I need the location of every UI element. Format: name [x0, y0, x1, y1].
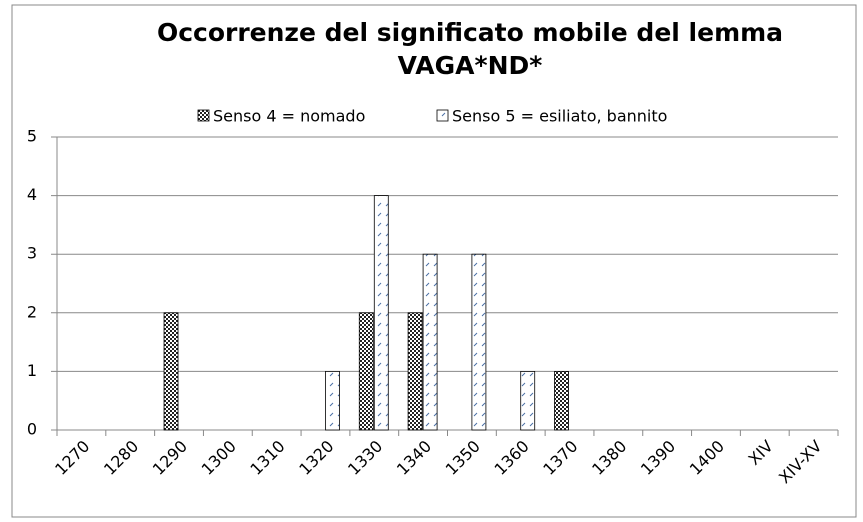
- x-tick-label: XIV-XV: [775, 437, 826, 488]
- frame: [11, 4, 857, 518]
- legend-swatch: [197, 109, 210, 122]
- y-tick-label: 5: [27, 127, 37, 146]
- chart-title: Occorrenze del significato mobile del le…: [156, 18, 784, 80]
- x-tick-label: 1270: [51, 437, 93, 479]
- x-tick-label: 1390: [637, 437, 679, 479]
- bar: [358, 312, 374, 431]
- x-tick-label: 1360: [491, 437, 533, 479]
- x-tick-label: 1290: [149, 437, 191, 479]
- bar: [373, 195, 389, 431]
- x-tick-label: 1320: [295, 437, 337, 479]
- legend-label: Senso 5 = esiliato, bannito: [452, 107, 667, 126]
- bar: [325, 370, 340, 431]
- legend-label: Senso 4 = nomado: [213, 107, 365, 126]
- x-tick-label: 1300: [198, 437, 240, 479]
- bar: [471, 253, 487, 431]
- y-tick-label: 0: [27, 420, 37, 439]
- x-tick-label: 1380: [588, 437, 630, 479]
- bar: [520, 370, 536, 431]
- bar: [407, 312, 423, 431]
- x-tick-label: XIV: [745, 437, 777, 469]
- x-tick-label: 1400: [686, 437, 728, 479]
- y-tick-label: 2: [27, 302, 37, 321]
- x-tick-label: 1280: [100, 437, 142, 479]
- x-tick-label: 1310: [246, 437, 288, 479]
- x-tick-label: 1340: [393, 437, 435, 479]
- y-tick-label: 3: [27, 244, 37, 263]
- x-tick-label: 1370: [539, 437, 581, 479]
- y-tick-label: 4: [27, 185, 37, 204]
- y-tick-label: 1: [27, 361, 37, 380]
- legend-swatch: [436, 109, 449, 122]
- bar: [422, 253, 438, 431]
- x-tick-label: 1350: [442, 437, 484, 479]
- bar: [163, 312, 179, 431]
- bar: [554, 370, 569, 431]
- x-tick-label: 1330: [344, 437, 386, 479]
